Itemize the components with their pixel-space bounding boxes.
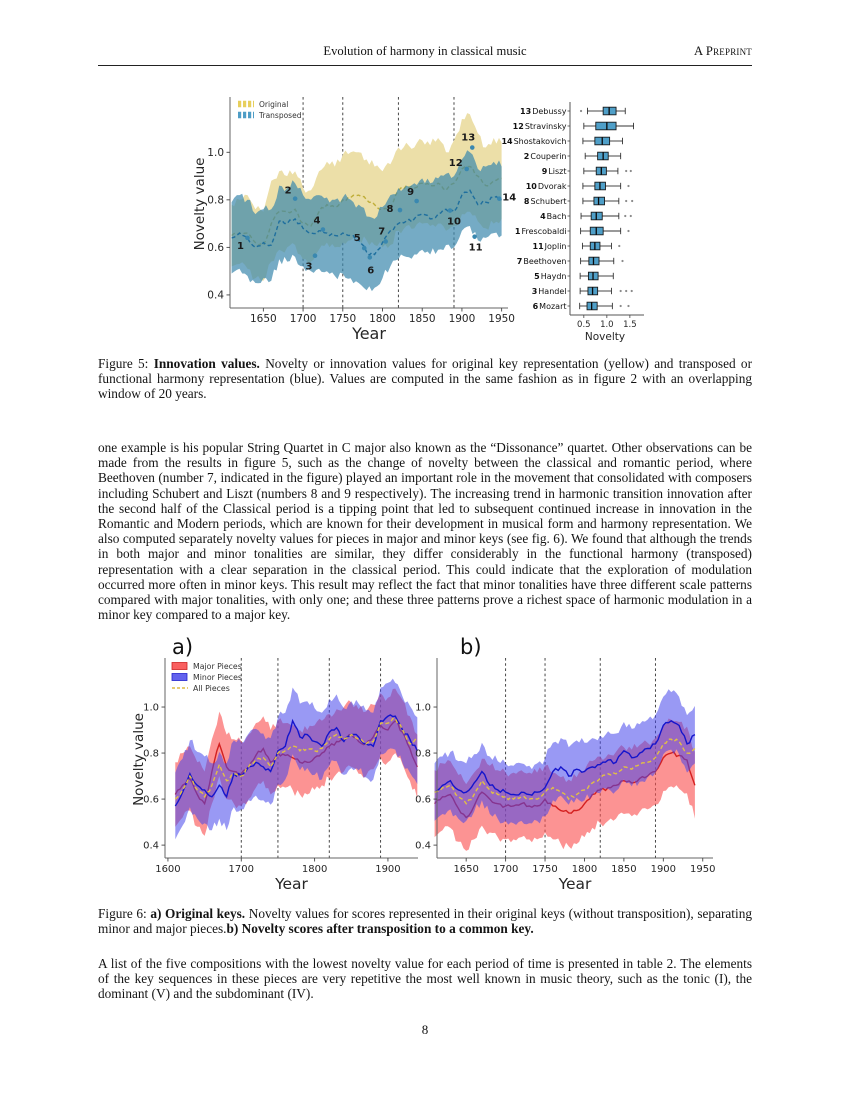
figure6-keys-chart: 1600 1700 1800 1900 0.4 0.6 0.8 1.0 Year Novelty … [131, 636, 715, 893]
figure6-caption: Figure 6: a) Original keys. Novelty valu… [98, 906, 752, 936]
svg-text:13: 13 [461, 133, 475, 144]
caption6-prefix: Figure 6: [98, 906, 151, 921]
svg-text:10Dvorak: 10Dvorak [526, 182, 567, 191]
svg-text:1: 1 [237, 241, 244, 252]
svg-text:9Liszt: 9Liszt [542, 167, 567, 176]
svg-text:14: 14 [502, 193, 516, 204]
svg-text:5: 5 [354, 233, 361, 244]
svg-text:Year: Year [558, 875, 592, 893]
svg-text:1850: 1850 [409, 313, 436, 325]
svg-text:Novelty: Novelty [585, 331, 625, 343]
svg-text:1.0: 1.0 [207, 147, 224, 159]
svg-text:1.5: 1.5 [623, 320, 637, 330]
svg-text:0.8: 0.8 [207, 194, 224, 206]
svg-text:Transposed: Transposed [258, 111, 302, 120]
svg-text:1.0: 1.0 [415, 703, 431, 714]
page-number: 8 [421, 1022, 429, 1037]
svg-text:14Shostakovich: 14Shostakovich [501, 137, 566, 146]
svg-text:0.8: 0.8 [143, 749, 159, 760]
svg-text:1950: 1950 [488, 313, 515, 325]
svg-text:1800: 1800 [572, 864, 597, 875]
svg-text:1800: 1800 [369, 313, 396, 325]
svg-text:a): a) [172, 636, 193, 659]
svg-text:7Beethoven: 7Beethoven [517, 257, 567, 266]
svg-text:1700: 1700 [290, 313, 317, 325]
svg-text:1900: 1900 [651, 864, 676, 875]
caption6-bold-a: a) Original keys. [150, 906, 246, 921]
svg-text:8Schubert: 8Schubert [524, 197, 567, 206]
svg-text:All Pieces: All Pieces [193, 684, 230, 693]
svg-text:1900: 1900 [375, 864, 400, 875]
svg-text:1850: 1850 [611, 864, 636, 875]
svg-text:6Mozart: 6Mozart [533, 302, 567, 311]
svg-text:9: 9 [407, 187, 414, 198]
caption6-text-a: Novelty values for scores represented in… [98, 906, 752, 937]
svg-text:7: 7 [378, 226, 385, 237]
svg-text:Novelty value: Novelty value [131, 713, 147, 806]
svg-text:1950: 1950 [690, 864, 715, 875]
svg-text:Year: Year [274, 875, 308, 893]
svg-text:3: 3 [306, 262, 313, 273]
svg-text:1.0: 1.0 [600, 320, 614, 330]
svg-text:0.4: 0.4 [415, 841, 431, 852]
svg-text:2: 2 [285, 186, 292, 197]
svg-text:Novelty value: Novelty value [192, 158, 208, 251]
svg-text:4Bach: 4Bach [540, 212, 566, 221]
svg-text:12Stravinsky: 12Stravinsky [513, 122, 567, 131]
svg-text:Minor Pieces: Minor Pieces [193, 673, 242, 682]
svg-text:0.6: 0.6 [207, 242, 224, 254]
svg-text:1.0: 1.0 [143, 703, 159, 714]
svg-text:0.8: 0.8 [415, 749, 431, 760]
caption6-bold-b: b) Novelty scores after transposition to… [226, 921, 534, 937]
svg-text:1800: 1800 [302, 864, 327, 875]
page-header: Evolution of harmony in classical music … [98, 44, 752, 62]
svg-text:1700: 1700 [229, 864, 254, 875]
svg-text:1900: 1900 [449, 313, 476, 325]
svg-text:5Haydn: 5Haydn [534, 272, 566, 281]
preprint-label: A Preprint [693, 44, 752, 58]
svg-text:0.6: 0.6 [415, 795, 431, 806]
svg-text:10: 10 [447, 217, 461, 228]
svg-text:12: 12 [449, 158, 463, 169]
svg-text:13Debussy: 13Debussy [520, 107, 567, 116]
running-title: Evolution of harmony in classical music [323, 44, 527, 58]
body-paragraph-1: one example is his popular String Quarte… [98, 440, 752, 623]
svg-text:0.4: 0.4 [207, 289, 224, 301]
svg-text:Major Pieces: Major Pieces [193, 662, 242, 671]
svg-text:Original: Original [259, 100, 288, 109]
svg-text:2Couperin: 2Couperin [524, 152, 567, 161]
body-paragraph-2: A list of the five compositions with the… [98, 956, 752, 1002]
svg-text:4: 4 [313, 216, 320, 227]
svg-text:1650: 1650 [453, 864, 478, 875]
svg-text:Year: Year [351, 324, 386, 343]
svg-text:0.4: 0.4 [143, 841, 159, 852]
svg-text:1750: 1750 [329, 313, 356, 325]
svg-text:0.5: 0.5 [577, 320, 591, 330]
svg-text:1Frescobaldi: 1Frescobaldi [515, 227, 567, 236]
svg-text:8: 8 [386, 204, 393, 215]
caption5-text: Novelty or innovation values for origina… [98, 356, 753, 402]
svg-text:1750: 1750 [532, 864, 557, 875]
svg-text:11Joplin: 11Joplin [533, 242, 567, 251]
svg-text:6: 6 [367, 265, 374, 276]
svg-text:b): b) [460, 636, 482, 659]
svg-text:11: 11 [469, 243, 483, 254]
svg-text:1600: 1600 [155, 864, 180, 875]
svg-text:3Handel: 3Handel [532, 287, 567, 296]
header-rule [98, 65, 752, 66]
caption5-bold: Innovation values. [153, 356, 260, 371]
figure5-caption: Figure 5: Innovation values. Novelty or … [98, 356, 752, 402]
svg-text:1700: 1700 [493, 864, 518, 875]
caption5-prefix: Figure 5: [98, 356, 154, 371]
svg-text:1650: 1650 [250, 313, 277, 325]
svg-text:0.6: 0.6 [143, 795, 159, 806]
